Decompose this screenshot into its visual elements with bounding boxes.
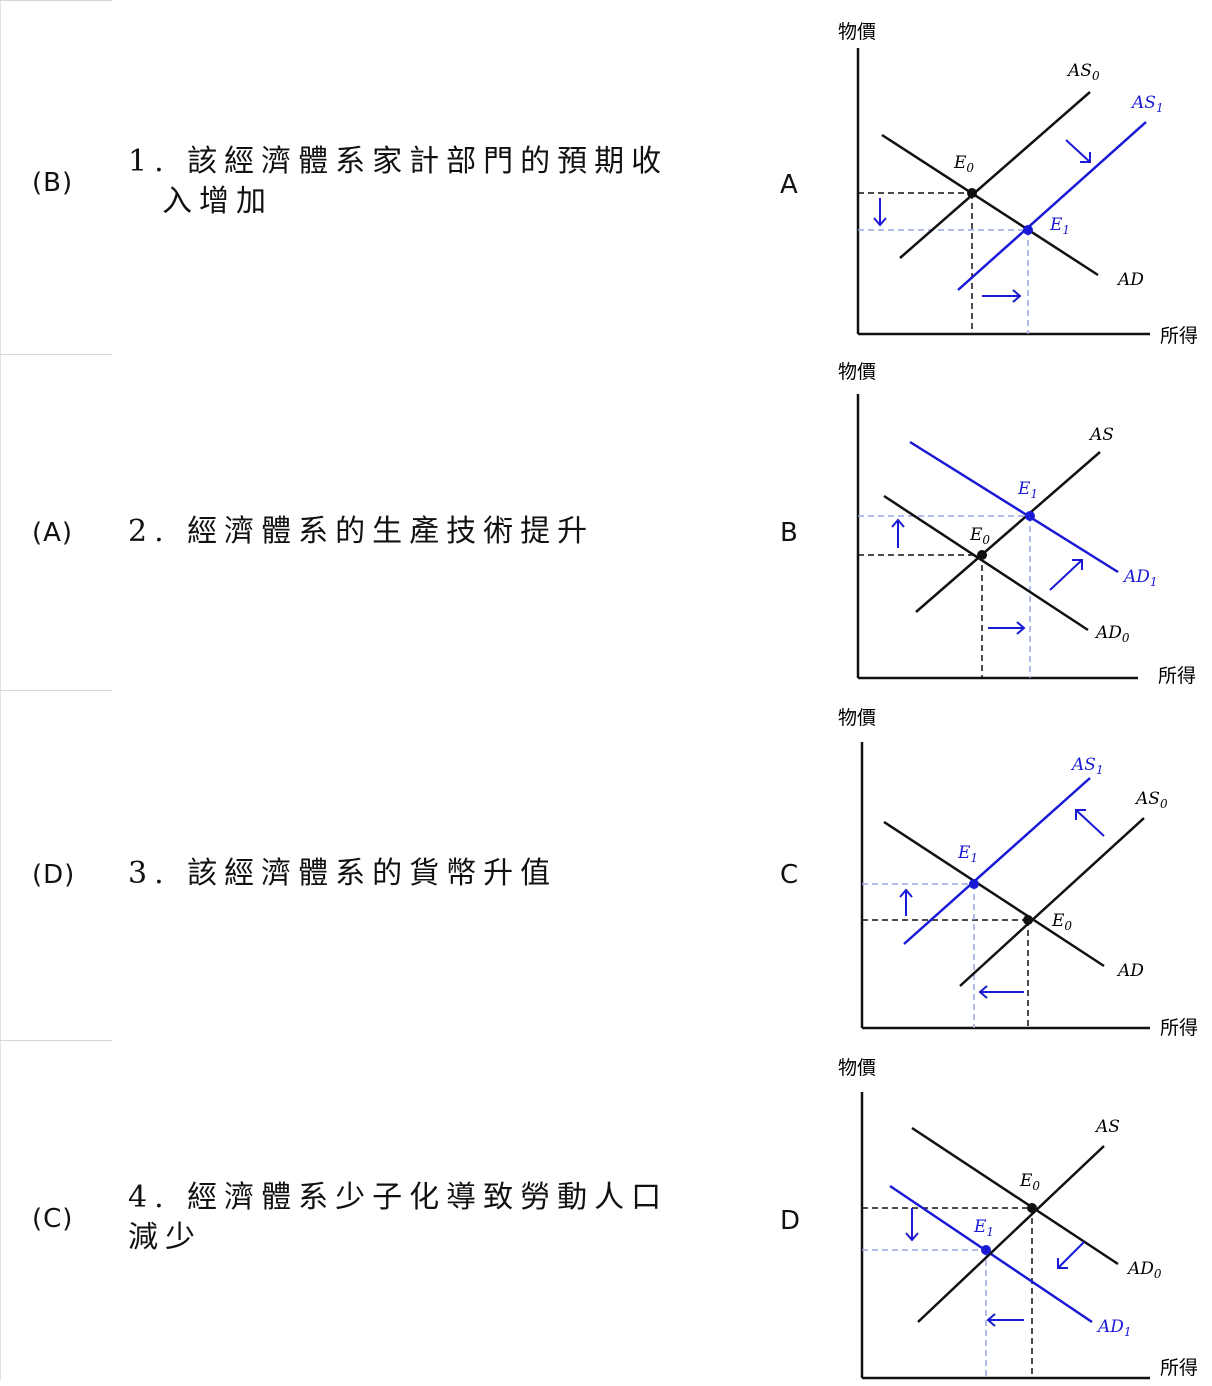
ad0-curve (883, 494, 1089, 632)
e1-point (1025, 511, 1035, 521)
shift-arrow (1075, 809, 1105, 837)
row-divider (0, 0, 112, 1)
right-arrow (982, 289, 1022, 303)
as0-label: AS0 (1134, 789, 1168, 811)
y-axis-label: 物價 (838, 21, 876, 43)
as-label: AS (1094, 1117, 1120, 1137)
e1-point (1023, 225, 1033, 235)
e0-label: E0 (969, 525, 990, 547)
e0-point (1027, 1203, 1037, 1213)
answer-label: (A) (32, 518, 74, 548)
ad1-label: AD1 (1096, 1317, 1132, 1339)
shift-arrow (1049, 559, 1083, 591)
as-label: AS (1088, 425, 1114, 445)
as1-label: AS1 (1130, 93, 1164, 115)
e1-point (981, 1245, 991, 1255)
down-arrow (905, 1208, 919, 1242)
e0-label: E0 (1051, 911, 1072, 933)
diagram-a: 物價 所得 E0 E1 AS0 AS1 AD (838, 21, 1198, 347)
statement-text: 2. 經濟體系的生產技術提升 (128, 512, 738, 552)
statement-text: 4. 經濟體系少子化導致勞動人口 減少 (128, 1178, 738, 1258)
statement-text: 3. 該經濟體系的貨幣升值 (128, 854, 738, 894)
left-arrow (986, 1313, 1024, 1327)
answer-label: (C) (32, 1204, 74, 1234)
statement-line: 3. 該經濟體系的貨幣升值 (128, 856, 558, 891)
x-axis-label: 所得 (1160, 325, 1198, 347)
as-curve (915, 451, 1101, 613)
e0-point (977, 550, 987, 560)
ad-curve (881, 133, 1099, 277)
ad-curve (883, 820, 1105, 968)
shift-arrow (1065, 139, 1091, 163)
e1-label: E1 (1017, 479, 1038, 501)
diagram-letter: B (780, 518, 798, 548)
ad-label: AD (1116, 270, 1144, 290)
e0-label: E0 (1019, 1171, 1040, 1193)
e0-point (1023, 915, 1033, 925)
as0-curve (959, 817, 1145, 987)
e1-label: E1 (1049, 215, 1070, 237)
ad0-label: AD0 (1126, 1259, 1162, 1281)
ad0-curve (911, 1126, 1119, 1266)
ad1-label: AD1 (1122, 567, 1158, 589)
e0-point (967, 188, 977, 198)
as0-curve (899, 91, 1091, 259)
e1-label: E1 (973, 1217, 994, 1239)
x-axis-label: 所得 (1158, 665, 1196, 687)
row-divider (0, 354, 112, 355)
ad1-curve (909, 440, 1119, 574)
ad0-label: AD0 (1094, 623, 1130, 645)
up-arrow (899, 888, 913, 916)
ad-label: AD (1116, 961, 1144, 981)
as-curve (917, 1145, 1105, 1323)
as1-curve (957, 121, 1147, 291)
x-axis-label: 所得 (1160, 1357, 1198, 1379)
as1-label: AS1 (1070, 755, 1104, 777)
shift-arrow (1057, 1241, 1085, 1269)
row-b: (A) 2. 經濟體系的生產技術提升 B 物價 所得 E0 E1 AS AD1 … (0, 354, 1212, 700)
y-axis-label: 物價 (838, 1057, 876, 1079)
statement-text: 1. 該經濟體系家計部門的預期收 入增加 (128, 142, 738, 222)
row-divider (0, 690, 112, 691)
down-arrow (873, 198, 887, 227)
diagram-letter: C (780, 860, 799, 890)
right-arrow (988, 621, 1026, 635)
answer-label: (D) (32, 860, 76, 890)
e0-label: E0 (953, 153, 974, 175)
up-arrow (891, 518, 905, 548)
statement-line: 減少 (128, 1220, 202, 1255)
diagram-letter: D (780, 1206, 801, 1236)
diagram-d: 物價 所得 E0 E1 AS AD0 AD1 (838, 1057, 1198, 1380)
row-d: (C) 4. 經濟體系少子化導致勞動人口 減少 D 物價 所得 E0 E1 AS… (0, 1040, 1212, 1386)
diagram-letter: A (780, 170, 798, 200)
y-axis-label: 物價 (838, 361, 876, 383)
statement-line: 入增加 (162, 184, 273, 219)
y-axis-label: 物價 (838, 707, 876, 729)
diagram-c: 物價 所得 E0 E1 AS1 AS0 AD (838, 707, 1198, 1039)
left-arrow (978, 985, 1024, 999)
answer-label: (B) (32, 168, 74, 198)
e1-point (969, 879, 979, 889)
as0-label: AS0 (1066, 61, 1100, 83)
row-c: (D) 3. 該經濟體系的貨幣升值 C 物價 所得 E0 E1 AS1 AS0 … (0, 690, 1212, 1039)
diagram-b: 物價 所得 E0 E1 AS AD1 AD0 (838, 361, 1196, 687)
statement-line: 1. 該經濟體系家計部門的預期收 (128, 144, 669, 179)
as1-curve (903, 777, 1091, 945)
x-axis-label: 所得 (1160, 1017, 1198, 1039)
row-divider (0, 1040, 112, 1041)
statement-line: 4. 經濟體系少子化導致勞動人口 (128, 1180, 669, 1215)
statement-line: 2. 經濟體系的生產技術提升 (128, 514, 595, 549)
row-a: (B) 1. 該經濟體系家計部門的預期收 入增加 A 物價 所得 E0 E1 A… (0, 0, 1212, 347)
e1-label: E1 (957, 843, 978, 865)
